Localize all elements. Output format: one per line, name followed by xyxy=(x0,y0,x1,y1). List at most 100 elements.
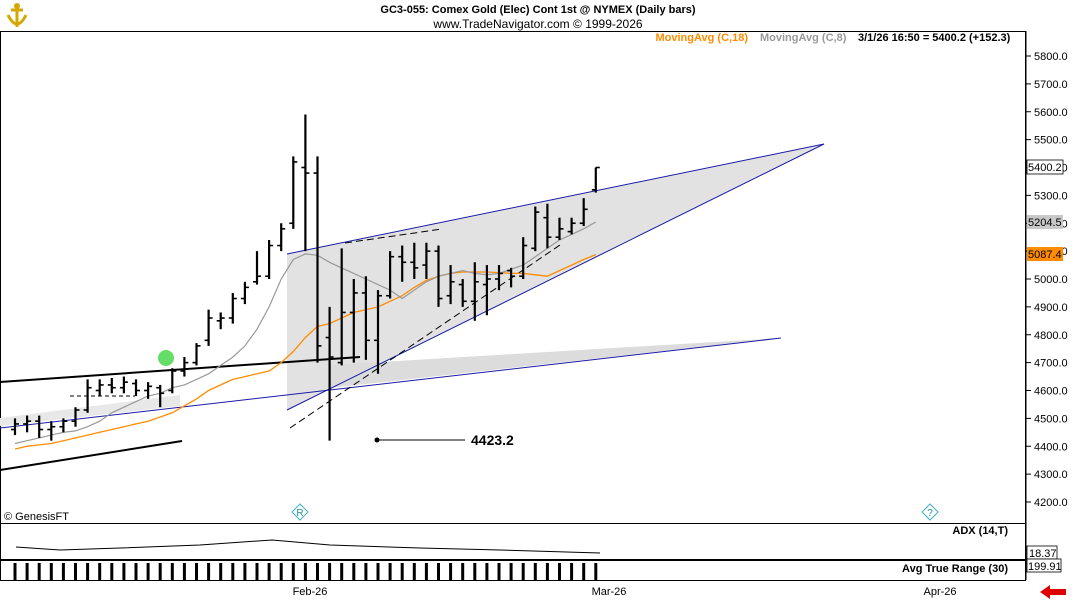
r-marker-icon[interactable]: R xyxy=(291,503,309,521)
badge-adx: 18.37 xyxy=(1026,545,1058,560)
atr-bar xyxy=(170,563,174,580)
atr-bar xyxy=(473,563,477,580)
atr-bar xyxy=(243,563,247,580)
atr-bar xyxy=(412,563,416,580)
signal-dot xyxy=(158,350,174,366)
price-bar xyxy=(543,203,552,249)
svg-text:5400.2: 5400.2 xyxy=(1028,162,1062,174)
atr-bar xyxy=(231,563,235,580)
svg-text:5087.4: 5087.4 xyxy=(1028,249,1062,261)
x-tick-feb: Feb-26 xyxy=(293,586,328,598)
price-bar xyxy=(253,251,261,285)
atr-bar xyxy=(110,563,114,580)
atr-bar xyxy=(267,563,271,580)
price-bar xyxy=(132,379,140,397)
atr-bar xyxy=(461,563,465,580)
price-bar xyxy=(71,407,80,427)
wedge-upper-line xyxy=(286,143,825,255)
price-bar xyxy=(567,217,576,235)
y-tick-label: 4400.0 xyxy=(1034,441,1068,453)
atr-bar xyxy=(158,563,162,580)
price-annotation: 4423.2 xyxy=(374,432,514,448)
price-bar xyxy=(579,198,588,227)
price-bar xyxy=(410,242,419,279)
atr-bars xyxy=(13,563,598,580)
y-tick-label: 4600.0 xyxy=(1034,386,1068,398)
atr-bar xyxy=(400,563,404,580)
price-bar xyxy=(531,206,540,252)
price-bar xyxy=(470,262,479,321)
atr-bar xyxy=(364,563,368,580)
atr-panel xyxy=(0,560,1026,581)
price-bar xyxy=(204,309,213,346)
price-bars xyxy=(11,114,600,441)
y-tick-label: 5500.0 xyxy=(1034,135,1068,147)
y-tick-label: 4700.0 xyxy=(1034,358,1068,370)
price-bar xyxy=(349,279,358,363)
dashed-top-line xyxy=(344,228,443,244)
y-tick-label: 5000.0 xyxy=(1034,274,1068,286)
atr-bar xyxy=(303,563,307,580)
atr-bar xyxy=(582,563,586,580)
adx-label: ADX (14,T) xyxy=(952,525,1008,537)
atr-bar xyxy=(388,563,392,580)
badge-atr: 199.91 xyxy=(1026,558,1062,573)
price-bar xyxy=(398,245,407,282)
atr-bar xyxy=(182,563,186,580)
y-tick-label: 5700.0 xyxy=(1034,79,1068,91)
atr-bar xyxy=(279,563,283,580)
price-bar xyxy=(361,276,370,360)
chart-subtitle: www.TradeNavigator.com © 1999-2026 xyxy=(432,17,642,31)
price-bar xyxy=(507,267,516,288)
price-bar xyxy=(482,265,491,316)
chart-title: GC3-055: Comex Gold (Elec) Cont 1st @ NY… xyxy=(380,4,695,16)
scroll-right-arrow-icon[interactable] xyxy=(1040,585,1066,599)
x-tick-mar: Mar-26 xyxy=(592,586,627,598)
atr-bar xyxy=(86,563,90,580)
price-bar xyxy=(192,343,201,366)
atr-bar xyxy=(25,563,29,580)
atr-bar xyxy=(509,563,513,580)
atr-bar xyxy=(255,563,259,580)
wedge-lower-line xyxy=(286,143,825,411)
atr-bar xyxy=(13,563,17,580)
atr-bar xyxy=(521,563,525,580)
price-bar xyxy=(325,306,334,441)
left-zone xyxy=(0,395,180,426)
y-tick-label: 5800.0 xyxy=(1034,51,1068,63)
y-tick-label: 4900.0 xyxy=(1034,302,1068,314)
price-bar xyxy=(422,242,431,279)
black-support-line xyxy=(0,440,183,471)
atr-bar xyxy=(37,563,41,580)
atr-bar xyxy=(195,563,198,580)
question-marker-icon[interactable]: ? xyxy=(921,503,939,521)
atr-bar xyxy=(352,563,356,580)
y-tick-label: 5600.0 xyxy=(1034,107,1068,119)
atr-bar xyxy=(558,563,561,580)
atr-bar xyxy=(328,563,332,580)
price-bar xyxy=(434,245,443,307)
price-bar xyxy=(555,217,564,240)
price-bar xyxy=(374,290,382,374)
price-bar xyxy=(495,265,503,291)
price-bar xyxy=(301,114,310,252)
price-bar xyxy=(216,312,225,330)
atr-bar xyxy=(449,563,453,580)
price-bar xyxy=(59,418,68,433)
legend-ma18: MovingAvg (C,18) xyxy=(656,32,749,44)
y-tick-label: 4800.0 xyxy=(1034,330,1068,342)
adx-line xyxy=(15,539,601,554)
svg-text:199.91: 199.91 xyxy=(1028,561,1062,573)
price-bar xyxy=(240,281,249,305)
y-tick-label: 4200.0 xyxy=(1034,497,1068,509)
price-bar xyxy=(289,156,298,229)
atr-bar xyxy=(207,563,211,580)
price-bar xyxy=(337,248,346,366)
price-bar xyxy=(35,415,44,438)
badge-last: 5400.2 xyxy=(1026,159,1064,175)
price-bar xyxy=(458,279,467,307)
y-axis: 4200.0 4300.0 4400.0 4500.0 4600.0 4700.0 4800… xyxy=(1026,51,1068,509)
price-bar xyxy=(591,166,600,193)
badge-ma18: 5087.4 xyxy=(1027,247,1063,261)
